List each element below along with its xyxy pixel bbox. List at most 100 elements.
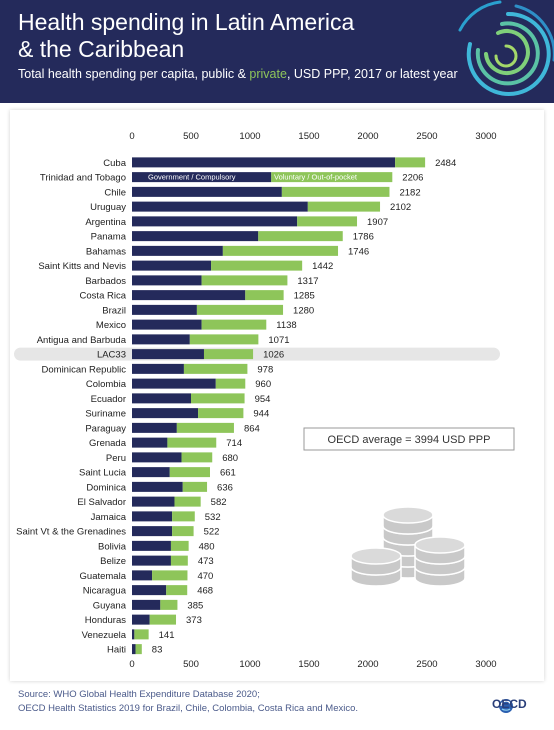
bar-government <box>132 570 153 581</box>
source-line-1: Source: WHO Global Health Expenditure Da… <box>18 689 260 700</box>
x-tick-label-bottom: 2500 <box>416 659 437 670</box>
value-label: 480 <box>199 541 215 552</box>
category-label: Antigua and Barbuda <box>37 335 127 346</box>
category-label: Barbados <box>85 276 126 287</box>
subtitle-part-2: , USD PPP, 2017 or latest year <box>286 67 458 81</box>
bar-government <box>132 585 167 596</box>
bar-voluntary <box>172 526 194 537</box>
swirl-decoration-icon <box>458 0 554 96</box>
value-label: 1746 <box>348 246 369 257</box>
value-label: 1071 <box>268 335 289 346</box>
bar-voluntary <box>170 555 188 566</box>
bar-voluntary <box>297 216 358 227</box>
subtitle-part-1: Total health spending per capita, public… <box>18 67 250 81</box>
value-label: 1026 <box>263 350 284 361</box>
coin-stack-icon <box>382 506 434 524</box>
bar-voluntary <box>245 290 284 301</box>
bar-government <box>132 319 202 330</box>
health-spending-chart: 0 0 500 500 1000 1000 1500 1500 2000 2000 2500 2500… <box>14 131 515 670</box>
category-label: Grenada <box>89 438 127 449</box>
category-label: Saint Vt & the Grenadines <box>16 527 126 538</box>
bar-voluntary <box>135 644 142 655</box>
value-label: 978 <box>257 364 273 375</box>
bar-voluntary <box>281 186 390 197</box>
category-label: Haiti <box>107 645 126 656</box>
bar-government <box>132 467 170 478</box>
legend-voluntary: Voluntary / Out-of-pocket <box>274 173 358 182</box>
bar-voluntary <box>191 393 245 404</box>
x-tick-label-bottom: 1000 <box>239 659 260 670</box>
bar-voluntary <box>307 201 381 212</box>
oecd-logo-text: OECD <box>492 697 527 711</box>
value-label: 532 <box>205 512 221 523</box>
bar-government <box>132 481 183 492</box>
category-label: Argentina <box>85 217 126 228</box>
oecd-average-box <box>303 427 515 451</box>
category-label: Trinidad and Tobago <box>40 173 126 184</box>
category-label: Uruguay <box>90 202 126 213</box>
value-label: 636 <box>217 482 233 493</box>
bar-voluntary <box>167 437 217 448</box>
category-label: Nicaragua <box>83 586 127 597</box>
x-tick-label-bottom: 3000 <box>475 659 496 670</box>
bar-voluntary <box>172 511 195 522</box>
value-label: 714 <box>226 438 242 449</box>
value-label: 582 <box>211 497 227 508</box>
value-label: 2182 <box>399 187 420 198</box>
bar-government <box>132 157 396 168</box>
bar-government <box>132 555 171 566</box>
bar-government <box>132 540 171 551</box>
x-tick-label-top: 500 <box>183 131 199 142</box>
value-label: 1280 <box>293 305 314 316</box>
value-label: 864 <box>244 423 260 434</box>
bar-government <box>132 422 177 433</box>
source-line-2: OECD Health Statistics 2019 for Brazil, … <box>18 703 359 714</box>
bar-voluntary <box>169 467 210 478</box>
bar-government <box>132 260 212 271</box>
page-title: Health spending in Latin America & the C… <box>18 9 428 63</box>
category-label: Paraguay <box>85 423 126 434</box>
bar-voluntary <box>149 614 177 625</box>
category-label: Jamaica <box>91 512 127 523</box>
subtitle-highlight: private <box>249 67 287 81</box>
value-label: 1786 <box>353 232 374 243</box>
category-label: Venezuela <box>82 630 127 641</box>
x-tick-label-top: 1500 <box>298 131 319 142</box>
value-label: 1907 <box>367 217 388 228</box>
bar-government <box>132 245 223 256</box>
bar-government <box>132 393 191 404</box>
bar-voluntary <box>395 157 426 168</box>
category-label: LAC33 <box>97 350 126 361</box>
bar-government <box>132 408 199 419</box>
value-label: 373 <box>186 615 202 626</box>
bar-voluntary <box>160 599 178 610</box>
bar-voluntary <box>222 245 339 256</box>
value-label: 470 <box>197 571 213 582</box>
highlight-row <box>14 347 500 361</box>
category-label: Panama <box>91 232 127 243</box>
value-label: 1138 <box>276 320 296 331</box>
bar-government <box>132 363 184 374</box>
bar-government <box>132 496 175 507</box>
coin-stack-icon <box>414 536 466 554</box>
bar-government <box>132 437 168 448</box>
bar-government <box>132 378 216 389</box>
bar-government <box>132 349 204 360</box>
value-label: 2484 <box>435 158 456 169</box>
category-label: Dominica <box>86 482 126 493</box>
bar-voluntary <box>211 260 303 271</box>
category-label: Costa Rica <box>80 291 127 302</box>
value-label: 2206 <box>402 173 423 184</box>
bar-government <box>132 231 259 242</box>
source-note: Source: WHO Global Health Expenditure Da… <box>18 688 458 716</box>
bar-government <box>132 452 182 463</box>
bar-government <box>132 511 173 522</box>
category-label: Saint Lucia <box>79 468 127 479</box>
bar-voluntary <box>174 496 201 507</box>
category-label: Ecuador <box>91 394 126 405</box>
x-tick-label-bottom: 1500 <box>298 659 319 670</box>
bar-government <box>132 275 202 286</box>
bar-voluntary <box>152 570 188 581</box>
value-label: 141 <box>159 630 175 641</box>
